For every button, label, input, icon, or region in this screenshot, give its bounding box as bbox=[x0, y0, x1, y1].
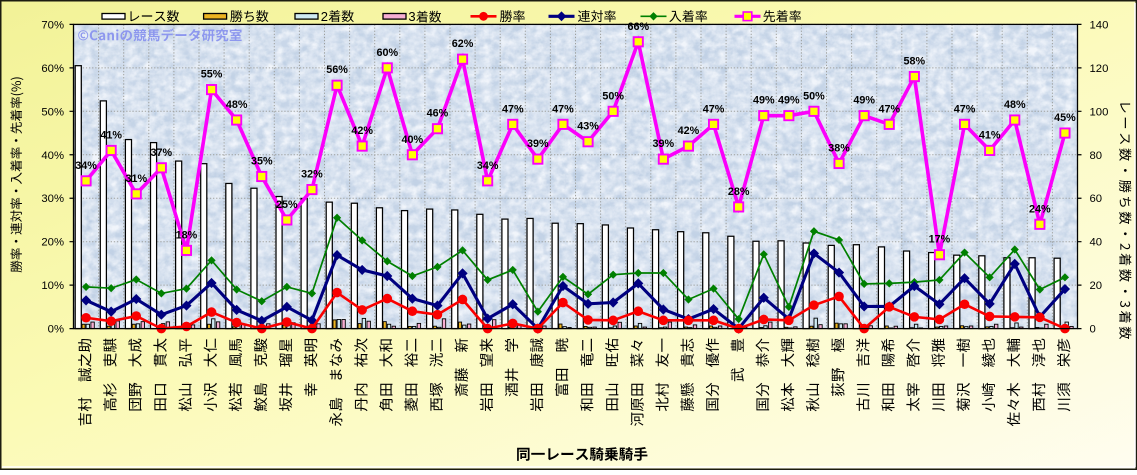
svg-text:49%: 49% bbox=[853, 95, 875, 107]
svg-text:70%: 70% bbox=[41, 19, 64, 31]
svg-text:62%: 62% bbox=[452, 38, 474, 50]
svg-text:39%: 39% bbox=[653, 138, 675, 150]
svg-text:20%: 20% bbox=[41, 237, 64, 249]
svg-text:34%: 34% bbox=[477, 160, 499, 172]
svg-text:40%: 40% bbox=[41, 150, 64, 162]
svg-text:47%: 47% bbox=[878, 103, 900, 115]
svg-text:66%: 66% bbox=[627, 21, 649, 33]
svg-text:38%: 38% bbox=[828, 142, 850, 154]
svg-text:42%: 42% bbox=[678, 125, 700, 137]
svg-text:35%: 35% bbox=[251, 156, 273, 168]
svg-text:50%: 50% bbox=[41, 106, 64, 118]
svg-text:56%: 56% bbox=[326, 64, 348, 76]
svg-text:47%: 47% bbox=[552, 103, 574, 115]
svg-text:40%: 40% bbox=[402, 134, 424, 146]
svg-text:32%: 32% bbox=[301, 169, 323, 181]
svg-text:17%: 17% bbox=[929, 234, 951, 246]
svg-text:60%: 60% bbox=[41, 63, 64, 75]
svg-text:2: 2 bbox=[321, 9, 328, 24]
svg-text:45%: 45% bbox=[1054, 112, 1076, 124]
svg-text:30%: 30% bbox=[41, 193, 64, 205]
svg-text:47%: 47% bbox=[954, 103, 976, 115]
svg-text:50%: 50% bbox=[803, 90, 825, 102]
svg-text:49%: 49% bbox=[778, 95, 800, 107]
svg-text:60%: 60% bbox=[376, 47, 398, 59]
svg-text:60: 60 bbox=[1090, 193, 1103, 205]
svg-text:43%: 43% bbox=[577, 121, 599, 133]
svg-text:10%: 10% bbox=[41, 280, 64, 292]
svg-text:42%: 42% bbox=[351, 125, 373, 137]
svg-text:37%: 37% bbox=[151, 147, 173, 159]
svg-text:31%: 31% bbox=[125, 173, 147, 185]
svg-text:58%: 58% bbox=[904, 56, 926, 68]
svg-text:48%: 48% bbox=[1004, 99, 1026, 111]
svg-text:28%: 28% bbox=[728, 186, 750, 198]
svg-text:41%: 41% bbox=[100, 129, 122, 141]
svg-text:47%: 47% bbox=[502, 103, 524, 115]
svg-text:47%: 47% bbox=[703, 103, 725, 115]
svg-text:24%: 24% bbox=[1029, 203, 1051, 215]
svg-text:3: 3 bbox=[408, 9, 415, 24]
svg-text:0: 0 bbox=[1090, 324, 1096, 336]
svg-text:100: 100 bbox=[1090, 106, 1109, 118]
svg-text:40: 40 bbox=[1090, 237, 1103, 249]
svg-text:49%: 49% bbox=[753, 95, 775, 107]
svg-text:18%: 18% bbox=[176, 229, 198, 241]
svg-text:34%: 34% bbox=[75, 160, 97, 172]
svg-text:48%: 48% bbox=[226, 99, 248, 111]
svg-text:50%: 50% bbox=[602, 90, 624, 102]
svg-text:55%: 55% bbox=[201, 69, 223, 81]
svg-text:0%: 0% bbox=[48, 324, 64, 336]
svg-text:140: 140 bbox=[1090, 19, 1109, 31]
svg-text:80: 80 bbox=[1090, 150, 1103, 162]
svg-text:46%: 46% bbox=[427, 108, 449, 120]
svg-text:41%: 41% bbox=[979, 129, 1001, 141]
svg-text:120: 120 bbox=[1090, 63, 1109, 75]
svg-text:25%: 25% bbox=[276, 199, 298, 211]
svg-text:39%: 39% bbox=[527, 138, 549, 150]
svg-text:20: 20 bbox=[1090, 280, 1103, 292]
